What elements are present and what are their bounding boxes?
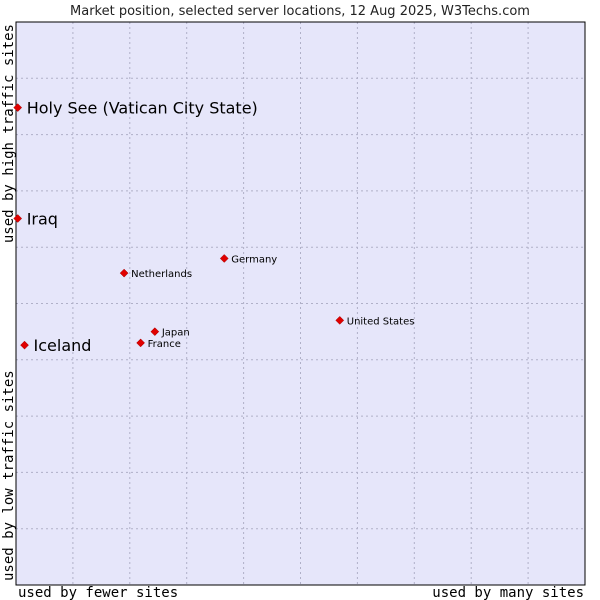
point-label-germany: Germany [231, 254, 277, 265]
point-group-germany: Germany [219, 254, 277, 265]
point-label-holy-see-vatican-city-state: Holy See (Vatican City State) [27, 99, 258, 118]
data-point-iceland [20, 340, 29, 350]
plot-border [15, 21, 586, 586]
data-points: Holy See (Vatican City State) Iraq Iceland… [13, 99, 415, 355]
point-group-france: France [136, 338, 181, 350]
point-label-france: France [148, 339, 181, 350]
data-point-iraq [13, 214, 23, 223]
point-group-iceland: Iceland [20, 336, 92, 355]
point-label-iceland: Iceland [34, 336, 92, 355]
chart-title: Market position, selected server locatio… [70, 4, 530, 19]
data-point-japan [150, 327, 160, 337]
y-axis-label-bottom: used by low traffic sites [1, 370, 17, 581]
y-axis-label-top: used by high traffic sites [1, 24, 17, 243]
data-point-united-states [335, 316, 345, 325]
grid-lines [16, 22, 585, 585]
data-point-germany [219, 254, 229, 263]
point-label-netherlands: Netherlands [131, 269, 192, 280]
x-axis-label-right: used by many sites [432, 585, 584, 600]
point-group-japan: Japan [150, 327, 190, 339]
point-group-holy-see-vatican-city-state: Holy See (Vatican City State) [13, 99, 258, 118]
point-group-iraq: Iraq [13, 209, 58, 228]
data-point-netherlands [119, 268, 129, 278]
point-group-united-states: United States [335, 316, 415, 327]
data-point-france [136, 338, 145, 348]
point-label-united-states: United States [347, 316, 415, 327]
point-label-japan: Japan [161, 328, 190, 339]
x-axis-label-left: used by fewer sites [18, 585, 178, 600]
data-point-holy-see-vatican-city-state [13, 103, 23, 112]
point-group-netherlands: Netherlands [119, 268, 192, 280]
point-label-iraq: Iraq [27, 209, 58, 228]
